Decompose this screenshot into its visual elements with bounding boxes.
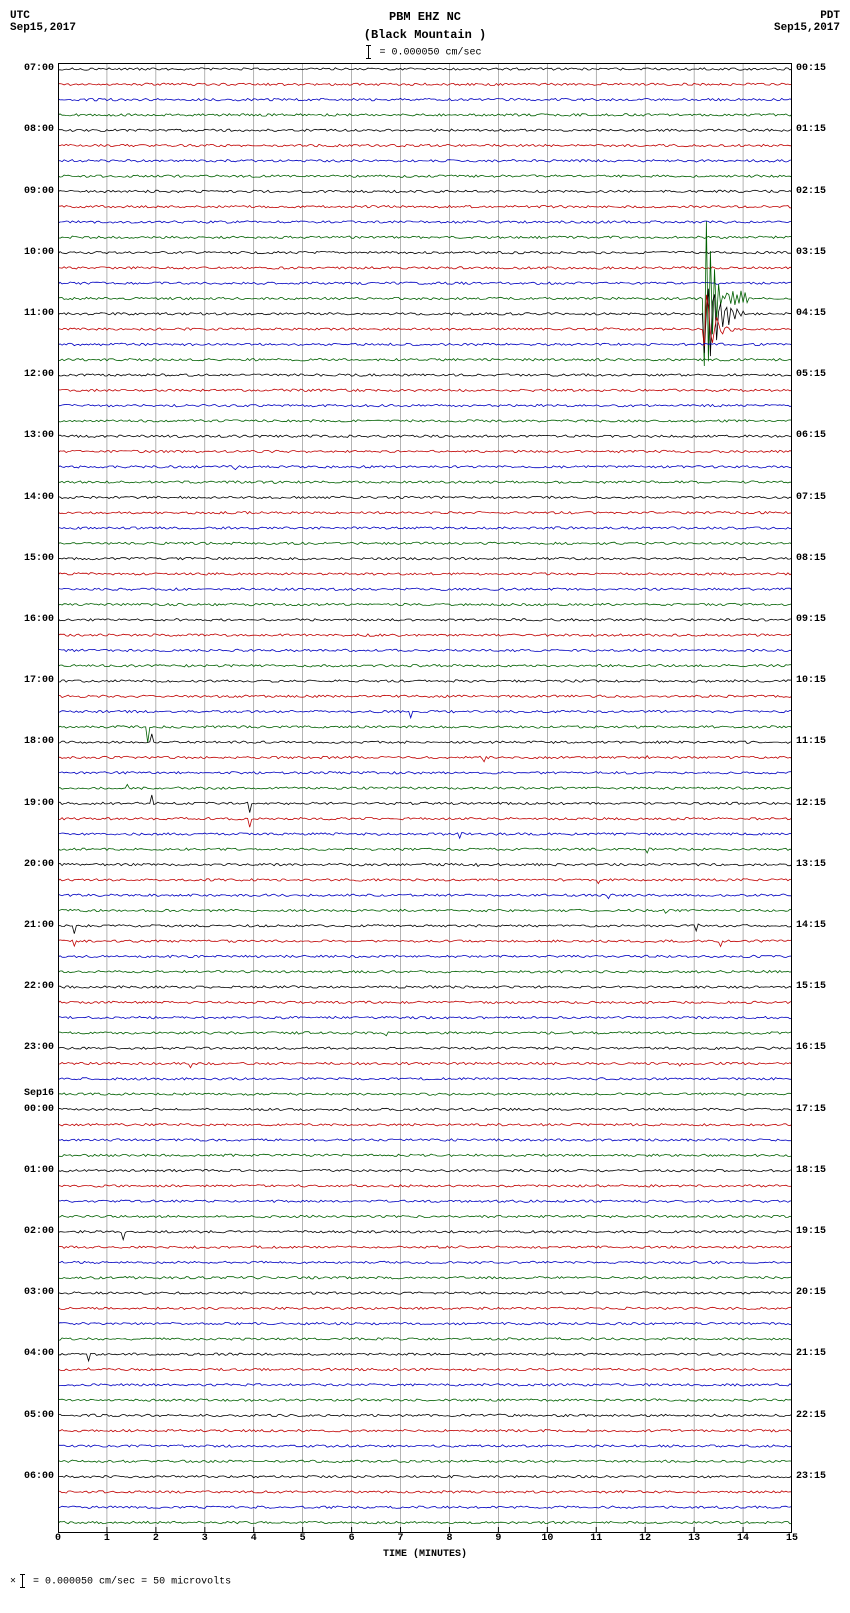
pdt-hour-label: 09:15 (796, 614, 826, 625)
pdt-hour-label: 03:15 (796, 247, 826, 258)
station-location: (Black Mountain ) (100, 28, 750, 44)
utc-hour-labels: 07:00 08:00 09:00 10:00 11:00 12:00 13:00 14:00… (10, 63, 58, 1533)
date-left: Sep15,2017 (10, 22, 100, 34)
pdt-hour-label: 12:15 (796, 798, 826, 809)
pdt-hour-label: 19:15 (796, 1226, 826, 1237)
header: UTC Sep15,2017 PBM EHZ NC (Black Mountai… (10, 10, 840, 59)
utc-hour-label: 02:00 (24, 1226, 54, 1237)
pdt-hour-label: 14:15 (796, 920, 826, 931)
utc-hour-label: 18:00 (24, 736, 54, 747)
scale-text: = 0.000050 cm/sec (379, 48, 481, 59)
pdt-hour-labels: 00:15 01:15 02:15 03:15 04:15 05:15 06:15 07:15… (792, 63, 840, 1533)
tz-right: PDT (750, 10, 840, 22)
pdt-hour-label: 08:15 (796, 553, 826, 564)
utc-hour-label: 06:00 (24, 1471, 54, 1482)
x-tick: 6 (349, 1533, 355, 1544)
tz-left: UTC (10, 10, 100, 22)
pdt-hour-label: 00:15 (796, 63, 826, 74)
x-tick: 14 (737, 1533, 749, 1544)
pdt-hour-label: 18:15 (796, 1165, 826, 1176)
date-separator: Sep16 (24, 1088, 54, 1099)
footer-prefix: × (10, 1577, 16, 1588)
x-axis-label: TIME (MINUTES) (10, 1549, 840, 1560)
pdt-hour-label: 11:15 (796, 736, 826, 747)
pdt-hour-label: 04:15 (796, 308, 826, 319)
plot-area: 07:00 08:00 09:00 10:00 11:00 12:00 13:00 14:00… (10, 63, 840, 1533)
x-tick: 4 (251, 1533, 257, 1544)
utc-hour-label: 03:00 (24, 1287, 54, 1298)
x-tick: 13 (688, 1533, 700, 1544)
x-tick: 3 (202, 1533, 208, 1544)
utc-hour-label: 12:00 (24, 369, 54, 380)
pdt-hour-label: 06:15 (796, 430, 826, 441)
pdt-hour-label: 21:15 (796, 1348, 826, 1359)
date-right: Sep15,2017 (750, 22, 840, 34)
footer-text: = 0.000050 cm/sec = 50 microvolts (33, 1577, 231, 1588)
pdt-hour-label: 02:15 (796, 186, 826, 197)
pdt-hour-label: 05:15 (796, 369, 826, 380)
header-center: PBM EHZ NC (Black Mountain ) = 0.000050 … (100, 10, 750, 59)
seismogram-container: UTC Sep15,2017 PBM EHZ NC (Black Mountai… (10, 10, 840, 1588)
pdt-hour-label: 01:15 (796, 124, 826, 135)
utc-hour-label: 20:00 (24, 859, 54, 870)
pdt-hour-label: 07:15 (796, 492, 826, 503)
utc-hour-label: 13:00 (24, 430, 54, 441)
scale-indicator: = 0.000050 cm/sec (100, 45, 750, 59)
utc-hour-label: 07:00 (24, 63, 54, 74)
x-tick: 15 (786, 1533, 798, 1544)
pdt-hour-label: 20:15 (796, 1287, 826, 1298)
utc-hour-label: 16:00 (24, 614, 54, 625)
utc-hour-label: 23:00 (24, 1042, 54, 1053)
x-tick: 10 (541, 1533, 553, 1544)
utc-hour-label: 22:00 (24, 981, 54, 992)
pdt-hour-label: 16:15 (796, 1042, 826, 1053)
pdt-hour-label: 22:15 (796, 1410, 826, 1421)
utc-hour-label: 10:00 (24, 247, 54, 258)
utc-hour-label: 05:00 (24, 1410, 54, 1421)
header-right: PDT Sep15,2017 (750, 10, 840, 34)
x-tick: 1 (104, 1533, 110, 1544)
utc-hour-label: 14:00 (24, 492, 54, 503)
x-tick: 2 (153, 1533, 159, 1544)
pdt-hour-label: 23:15 (796, 1471, 826, 1482)
pdt-hour-label: 15:15 (796, 981, 826, 992)
utc-hour-label: 11:00 (24, 308, 54, 319)
scale-bar-icon (368, 45, 369, 59)
pdt-hour-label: 17:15 (796, 1104, 826, 1115)
scale-bar-icon (22, 1574, 23, 1588)
pdt-hour-label: 13:15 (796, 859, 826, 870)
utc-hour-label: 01:00 (24, 1165, 54, 1176)
utc-hour-label: 04:00 (24, 1348, 54, 1359)
footer-scale: × = 0.000050 cm/sec = 50 microvolts (10, 1574, 840, 1588)
x-tick: 0 (55, 1533, 61, 1544)
utc-hour-label: 19:00 (24, 798, 54, 809)
header-left: UTC Sep15,2017 (10, 10, 100, 34)
x-tick-labels: 0123456789101112131415 (58, 1533, 792, 1547)
utc-hour-label: 15:00 (24, 553, 54, 564)
seismogram-plot (58, 63, 792, 1533)
x-tick: 11 (590, 1533, 602, 1544)
station-code: PBM EHZ NC (100, 10, 750, 26)
utc-hour-label: 17:00 (24, 675, 54, 686)
pdt-hour-label: 10:15 (796, 675, 826, 686)
x-tick: 8 (446, 1533, 452, 1544)
x-tick: 12 (639, 1533, 651, 1544)
utc-hour-label: 21:00 (24, 920, 54, 931)
utc-hour-label: 08:00 (24, 124, 54, 135)
utc-hour-label: 09:00 (24, 186, 54, 197)
utc-hour-label: 00:00 (24, 1104, 54, 1115)
x-tick: 9 (495, 1533, 501, 1544)
x-tick: 5 (300, 1533, 306, 1544)
x-tick: 7 (398, 1533, 404, 1544)
